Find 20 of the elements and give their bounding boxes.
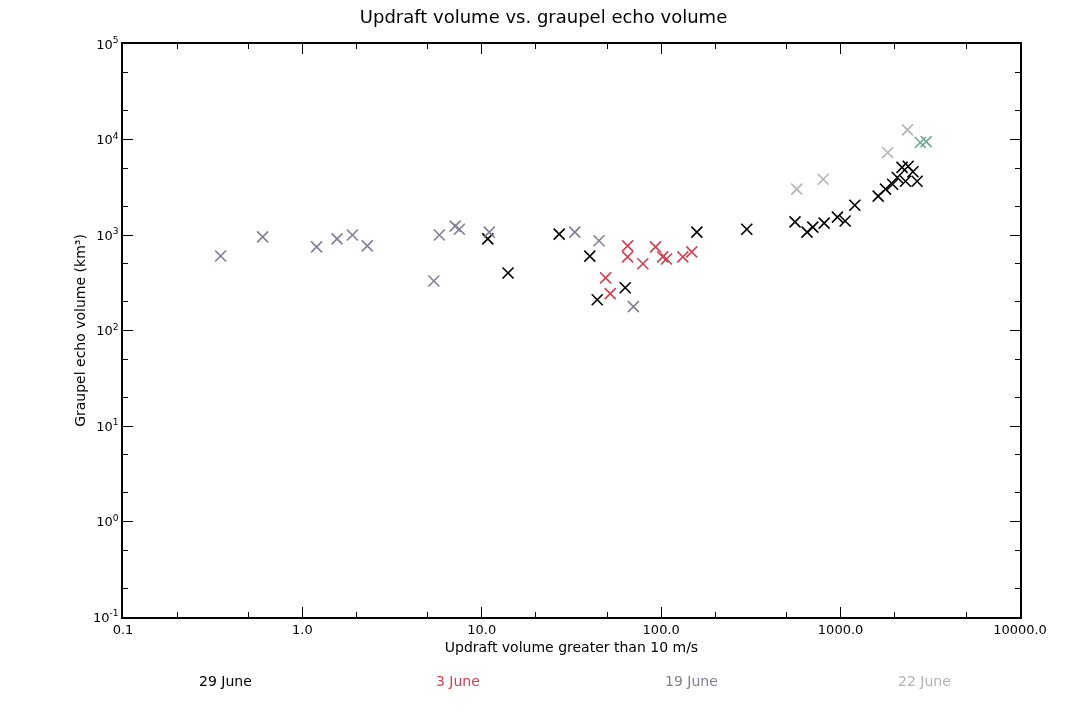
x-tick-label: 1000.0 [817, 622, 864, 638]
x-tick-label: 1.0 [292, 622, 313, 638]
y-tick-label: 10$^{-1}$ [93, 608, 119, 625]
y-axis-title: Graupel echo volume (km³) [72, 234, 89, 427]
y-tick-label: 10$^{3}$ [96, 226, 119, 243]
chart-title: Updraft volume vs. graupel echo volume [359, 6, 728, 28]
x-tick-label: 10000.0 [993, 622, 1047, 638]
text: 3 June [436, 673, 480, 689]
x-tick-label: 0.1 [112, 622, 134, 638]
x-axis-title: Updraft volume greater than 10 m/s [444, 639, 699, 656]
y-tick-label: 10$^{0}$ [96, 512, 119, 530]
text: 19 June [665, 673, 718, 689]
y-tick-label: 10$^{1}$ [96, 417, 119, 434]
x-tick-label: 100.0 [642, 622, 680, 638]
x-tick-label: 10.0 [467, 622, 497, 638]
y-tick-label: 10$^{5}$ [96, 35, 119, 52]
text: 22 June [898, 673, 951, 689]
y-tick-label: 10$^{4}$ [96, 130, 119, 148]
y-tick-label: 10$^{2}$ [96, 321, 119, 339]
text: 29 June [199, 673, 252, 689]
